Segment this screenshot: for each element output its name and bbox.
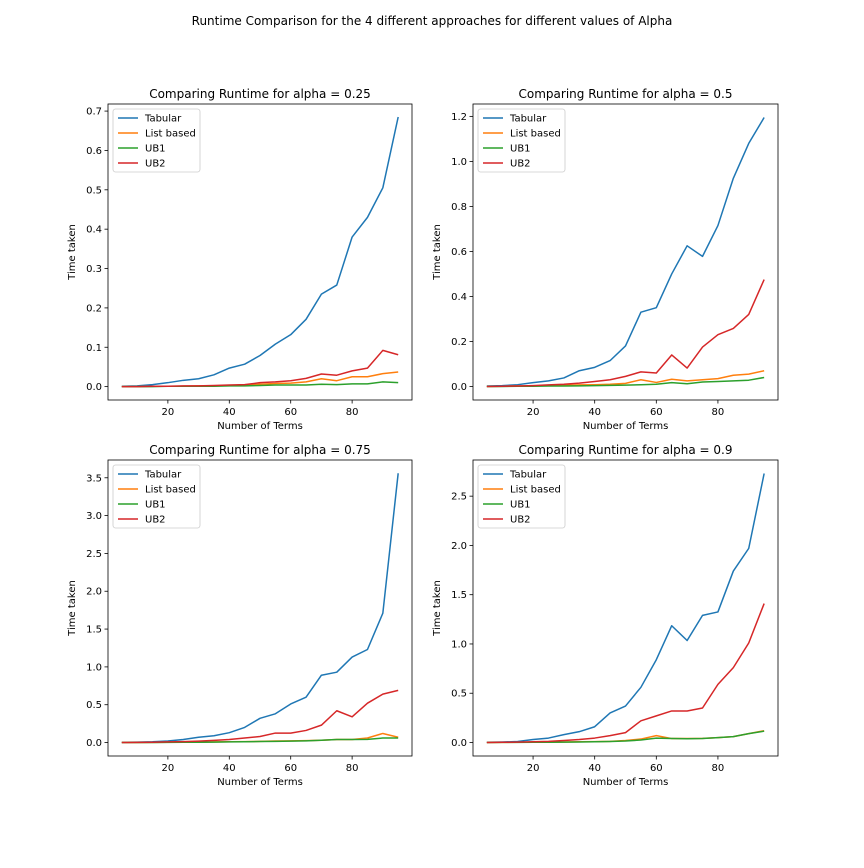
y-tick-label: 0.5 (451, 689, 467, 700)
x-axis-label: Number of Terms (217, 777, 303, 788)
series-line-tabular (121, 116, 399, 387)
series-line-tabular (486, 473, 765, 744)
x-axis-label: Number of Terms (583, 777, 669, 788)
y-tick-label: 0.2 (451, 337, 467, 348)
legend-label: UB1 (510, 144, 531, 155)
y-tick-label: 2.5 (451, 492, 467, 503)
subplot-3: 20 40 60 80 0.0 0.5 1.0 1.5 2.0 2.5 3.0 3.5 Comparin… (67, 443, 413, 788)
y-axis-label: Time taken (67, 224, 78, 281)
y-tick-label: 3.0 (86, 511, 102, 522)
y-tick-label: 1.2 (451, 112, 467, 123)
x-axis-label: Number of Terms (583, 421, 669, 432)
y-tick-label: 1.0 (451, 639, 467, 650)
x-tick-label: 80 (346, 763, 359, 774)
x-tick-label: 80 (346, 407, 359, 418)
legend-label: UB2 (510, 159, 531, 170)
y-tick-label: 0.5 (86, 185, 102, 196)
subplot-title: Comparing Runtime for alpha = 0.75 (149, 443, 371, 457)
y-tick-label: 0.1 (86, 343, 102, 354)
x-tick-label: 40 (223, 407, 236, 418)
y-tick-label: 2.0 (451, 541, 467, 552)
legend-label: Tabular (509, 114, 547, 125)
x-axis-label: Number of Terms (217, 421, 303, 432)
y-tick-label: 0.4 (451, 292, 467, 303)
legend-box (112, 464, 201, 529)
y-tick-label: 0.6 (86, 146, 102, 157)
series-line-ub2 (121, 689, 399, 744)
y-tick-label: 0.0 (86, 738, 102, 749)
x-tick-label: 60 (284, 763, 297, 774)
x-tick-label: 40 (223, 763, 236, 774)
y-tick-label: 0.5 (86, 700, 102, 711)
x-tick-label: 40 (588, 763, 601, 774)
y-tick-label: 0.3 (86, 264, 102, 275)
y-tick-label: 0.0 (86, 382, 102, 393)
y-tick-label: 0.6 (451, 247, 467, 258)
legend-label: UB2 (510, 515, 531, 526)
x-tick-label: 80 (712, 763, 725, 774)
x-tick-label: 80 (712, 407, 725, 418)
figure-suptitle: Runtime Comparison for the 4 different a… (191, 14, 673, 28)
y-axis-label: Time taken (432, 224, 443, 281)
x-tick-label: 20 (527, 407, 540, 418)
series-line-tabular (486, 117, 765, 387)
legend-label: UB2 (145, 159, 166, 170)
y-axis-label: Time taken (432, 580, 443, 637)
subplot-title: Comparing Runtime for alpha = 0.25 (149, 87, 371, 101)
legend-label: Tabular (144, 470, 182, 481)
y-tick-label: 2.0 (86, 587, 102, 598)
legend-label: List based (145, 485, 196, 496)
x-tick-label: 40 (588, 407, 601, 418)
legend-box (112, 108, 201, 173)
series-line-tabular (121, 473, 399, 744)
y-tick-label: 3.5 (86, 473, 102, 484)
series-line-ub2 (486, 603, 765, 744)
y-tick-label: 1.5 (86, 625, 102, 636)
legend-box (477, 108, 566, 173)
x-tick-label: 20 (162, 407, 175, 418)
y-tick-label: 1.0 (451, 157, 467, 168)
series-line-ub2 (486, 279, 765, 388)
legend-label: Tabular (144, 114, 182, 125)
legend-label: UB1 (145, 500, 166, 511)
legend-label: UB2 (145, 515, 166, 526)
y-tick-label: 0.2 (86, 303, 102, 314)
legend-label: UB1 (145, 144, 166, 155)
y-tick-label: 1.0 (86, 662, 102, 673)
series-line-ub2 (121, 349, 399, 388)
y-tick-label: 1.5 (451, 590, 467, 601)
legend-label: List based (510, 485, 561, 496)
legend-box (477, 464, 566, 529)
legend-label: List based (510, 129, 561, 140)
y-tick-label: 0.4 (86, 225, 102, 236)
y-axis-label: Time taken (67, 580, 78, 637)
x-tick-label: 60 (284, 407, 297, 418)
x-tick-label: 20 (162, 763, 175, 774)
legend-label: Tabular (509, 470, 547, 481)
y-tick-label: 0.7 (86, 107, 102, 118)
y-tick-label: 0.0 (451, 382, 467, 393)
subplot-1: 20 40 60 80 0.0 0.1 0.2 0.3 0.4 0.5 0.6 0.7 Comparin… (67, 87, 413, 432)
legend-label: List based (145, 129, 196, 140)
y-tick-label: 0.0 (451, 738, 467, 749)
y-tick-label: 0.8 (451, 202, 467, 213)
subplot-title: Comparing Runtime for alpha = 0.5 (519, 87, 733, 101)
legend-label: UB1 (510, 500, 531, 511)
x-tick-label: 60 (650, 407, 663, 418)
subplot-4: 20 40 60 80 0.0 0.5 1.0 1.5 2.0 2.5 Comparing Runt… (432, 443, 779, 788)
x-tick-label: 20 (527, 763, 540, 774)
subplot-2: 20 40 60 80 0.0 0.2 0.4 0.6 0.8 1.0 1.2 Comparing R… (432, 87, 779, 432)
subplot-title: Comparing Runtime for alpha = 0.9 (519, 443, 733, 457)
x-tick-label: 60 (650, 763, 663, 774)
y-tick-label: 2.5 (86, 549, 102, 560)
